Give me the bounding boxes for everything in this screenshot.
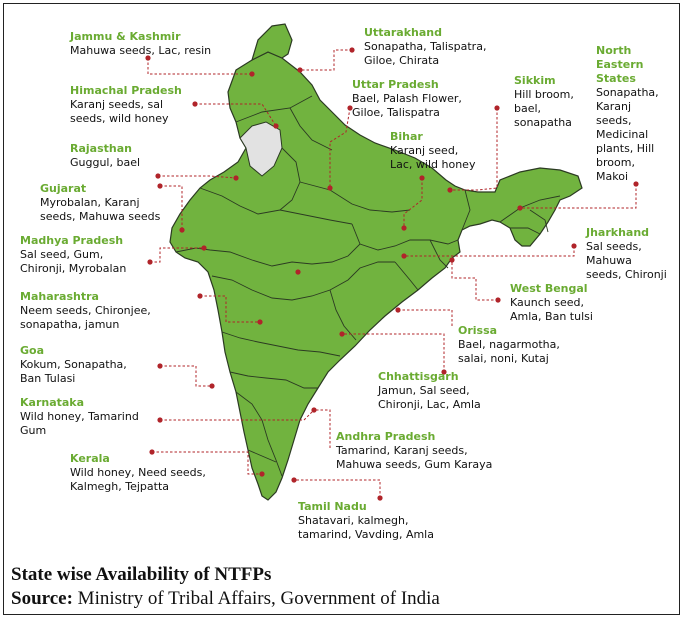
- product-line: Makoi: [596, 170, 628, 183]
- state-name: Jammu & Kashmir: [70, 30, 181, 43]
- product-line: salai, noni, Kutaj: [458, 352, 549, 365]
- kashmir-tip: [251, 23, 293, 62]
- label-himachal-pradesh: Himachal Pradesh Karanj seeds, sal seeds…: [70, 84, 182, 126]
- product-line: Mahuwa: [586, 254, 632, 267]
- figure-caption: State wise Availability of NTFPs Source:…: [11, 563, 440, 611]
- label-madhya-pradesh: Madhya Pradesh Sal seed, Gum, Chironji, …: [20, 234, 126, 276]
- product-line: Chironji, Lac, Amla: [378, 398, 481, 411]
- caption-source: Source: Ministry of Tribal Affairs, Gove…: [11, 588, 440, 609]
- product-line: Tamarind, Karanj seeds,: [336, 444, 468, 457]
- state-name: Maharashtra: [20, 290, 99, 303]
- product-line: Karanj: [596, 100, 632, 113]
- product-line: Wild honey, Tamarind: [20, 410, 139, 423]
- product-line: seeds, Mahuwa seeds: [40, 210, 161, 223]
- label-goa: Goa Kokum, Sonapatha, Ban Tulasi: [20, 344, 127, 386]
- product-line: Gum: [20, 424, 47, 437]
- figure-frame: [3, 3, 680, 615]
- product-line: Wild honey, Need seeds,: [70, 466, 206, 479]
- label-karnataka: Karnataka Wild honey, Tamarind Gum: [20, 396, 139, 438]
- state-name: Rajasthan: [70, 142, 132, 155]
- state-name: Jharkhand: [586, 226, 650, 239]
- label-tamil-nadu: Tamil Nadu Shatavari, kalmegh, tamarind,…: [298, 500, 434, 542]
- product-line: Myrobalan, Karanj: [40, 196, 140, 209]
- product-line: bael,: [514, 102, 542, 115]
- product-line: Sonapatha, Talispatra,: [364, 40, 487, 53]
- label-chhattisgarh: Chhattisgarh Jamun, Sal seed, Chironji, …: [378, 370, 481, 412]
- product-line: plants, Hill: [596, 142, 655, 155]
- state-name: West Bengal: [510, 282, 588, 295]
- source-label: Source:: [11, 588, 73, 609]
- india-map: [145, 23, 639, 501]
- label-orissa: Orissa Bael, nagarmotha, salai, noni, Ku…: [458, 324, 560, 366]
- product-line: Neem seeds, Chironjee,: [20, 304, 151, 317]
- state-name: Himachal Pradesh: [70, 84, 182, 97]
- label-rajasthan: Rajasthan Guggul, bael: [70, 142, 140, 170]
- label-uttar-pradesh: Uttar Pradesh Bael, Palash Flower, Giloe…: [352, 78, 462, 120]
- label-bihar: Bihar Karanj seed, Lac, wild honey: [390, 130, 475, 172]
- source-text: Ministry of Tribal Affairs, Government o…: [72, 588, 440, 609]
- state-name: Sikkim: [514, 74, 556, 87]
- grey-region: [239, 121, 283, 177]
- product-line: Karanj seed,: [390, 144, 459, 157]
- label-jharkhand: Jharkhand Sal seeds, Mahuwa seeds, Chiro…: [586, 226, 667, 282]
- product-line: Karanj seeds, sal: [70, 98, 164, 111]
- product-line: Hill broom,: [514, 88, 574, 101]
- product-line: Chironji, Myrobalan: [20, 262, 127, 275]
- product-line: sonapatha, jamun: [20, 318, 120, 331]
- product-line: Kaunch seed,: [510, 296, 584, 309]
- product-line: Bael, Palash Flower,: [352, 92, 462, 105]
- label-gujarat: Gujarat Myrobalan, Karanj seeds, Mahuwa …: [40, 182, 160, 224]
- marker-dots: [145, 47, 639, 501]
- product-line: seeds, Chironji: [586, 268, 667, 281]
- product-line: seeds, wild honey: [70, 112, 169, 125]
- product-line: Mahuwa seeds, Lac, resin: [70, 44, 212, 57]
- product-line: Giloe, Talispatra: [352, 106, 440, 119]
- state-name: Tamil Nadu: [298, 500, 367, 513]
- state-name: Karnataka: [20, 396, 85, 409]
- caption-title: State wise Availability of NTFPs: [11, 564, 272, 585]
- product-line: Ban Tulasi: [20, 372, 76, 385]
- label-sikkim: Sikkim Hill broom, bael, sonapatha: [514, 74, 574, 130]
- product-line: Guggul, bael: [70, 156, 141, 169]
- state-name: Uttar Pradesh: [352, 78, 439, 91]
- product-line: sonapatha: [514, 116, 572, 129]
- product-line: Sonapatha,: [596, 86, 659, 99]
- state-name: Uttarakhand: [364, 26, 442, 39]
- product-line: Jamun, Sal seed,: [378, 384, 470, 397]
- product-line: Amla, Ban tulsi: [510, 310, 593, 323]
- leader-lines: [147, 49, 637, 498]
- state-name: Goa: [20, 344, 45, 357]
- product-line: tamarind, Vavding, Amla: [298, 528, 434, 541]
- product-line: broom,: [596, 156, 635, 169]
- label-jammu-kashmir: Jammu & Kashmir Mahuwa seeds, Lac, resin: [70, 30, 211, 58]
- label-maharashtra: Maharashtra Neem seeds, Chironjee, sonap…: [20, 290, 151, 332]
- product-line: Shatavari, kalmegh,: [298, 514, 409, 527]
- state-name: Kerala: [70, 452, 110, 465]
- label-kerala: Kerala Wild honey, Need seeds, Kalmegh, …: [70, 452, 206, 494]
- product-line: Kokum, Sonapatha,: [20, 358, 127, 371]
- product-line: Kalmegh, Tejpatta: [70, 480, 170, 493]
- product-line: seeds,: [596, 114, 632, 127]
- label-andhra-pradesh: Andhra Pradesh Tamarind, Karanj seeds, M…: [336, 430, 492, 472]
- state-name: Gujarat: [40, 182, 87, 195]
- state-name: Madhya Pradesh: [20, 234, 124, 247]
- product-line: Sal seed, Gum,: [20, 248, 104, 261]
- state-name: Andhra Pradesh: [336, 430, 436, 443]
- product-line: Bael, nagarmotha,: [458, 338, 560, 351]
- product-line: Giloe, Chirata: [364, 54, 440, 67]
- state-name: North Eastern States: [596, 44, 644, 85]
- product-line: Medicinal: [596, 128, 649, 141]
- state-name: Bihar: [390, 130, 423, 143]
- state-name: Orissa: [458, 324, 498, 337]
- state-borders: [175, 95, 561, 477]
- product-line: Lac, wild honey: [390, 158, 476, 171]
- state-name: Chhattisgarh: [378, 370, 459, 383]
- product-line: Sal seeds,: [586, 240, 642, 253]
- label-uttarakhand: Uttarakhand Sonapatha, Talispatra, Giloe…: [364, 26, 486, 68]
- label-west-bengal: West Bengal Kaunch seed, Amla, Ban tulsi: [510, 282, 593, 324]
- label-north-eastern-states: North Eastern States Sonapatha, Karanj s…: [596, 44, 659, 184]
- product-line: Mahuwa seeds, Gum Karaya: [336, 458, 493, 471]
